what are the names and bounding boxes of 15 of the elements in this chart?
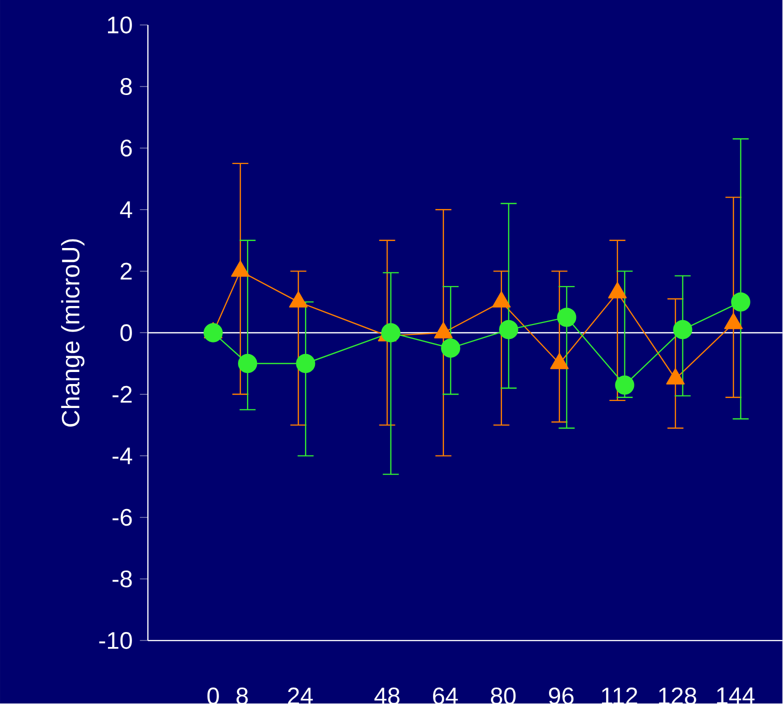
y-tick-label: -10 xyxy=(99,632,132,649)
y-tick-label: 2 xyxy=(120,262,132,280)
x-tick-label: 144 xyxy=(717,687,755,704)
y-tick-label: -2 xyxy=(112,386,132,403)
y-tick-label: 0 xyxy=(120,324,132,342)
y-tick-label: 4 xyxy=(120,201,132,218)
y-axis-title: Change (microU) xyxy=(61,239,84,426)
y-tick-label: 6 xyxy=(120,140,132,156)
y-tick-label: 8 xyxy=(120,78,132,95)
y-tick-label: -6 xyxy=(112,508,132,526)
y-tick-label: -4 xyxy=(112,448,132,464)
y-tick-label: 10 xyxy=(108,16,132,34)
x-tick-label: 64 xyxy=(433,687,458,704)
y-tick-label: -8 xyxy=(112,570,132,588)
x-tick-label: 48 xyxy=(374,687,400,704)
